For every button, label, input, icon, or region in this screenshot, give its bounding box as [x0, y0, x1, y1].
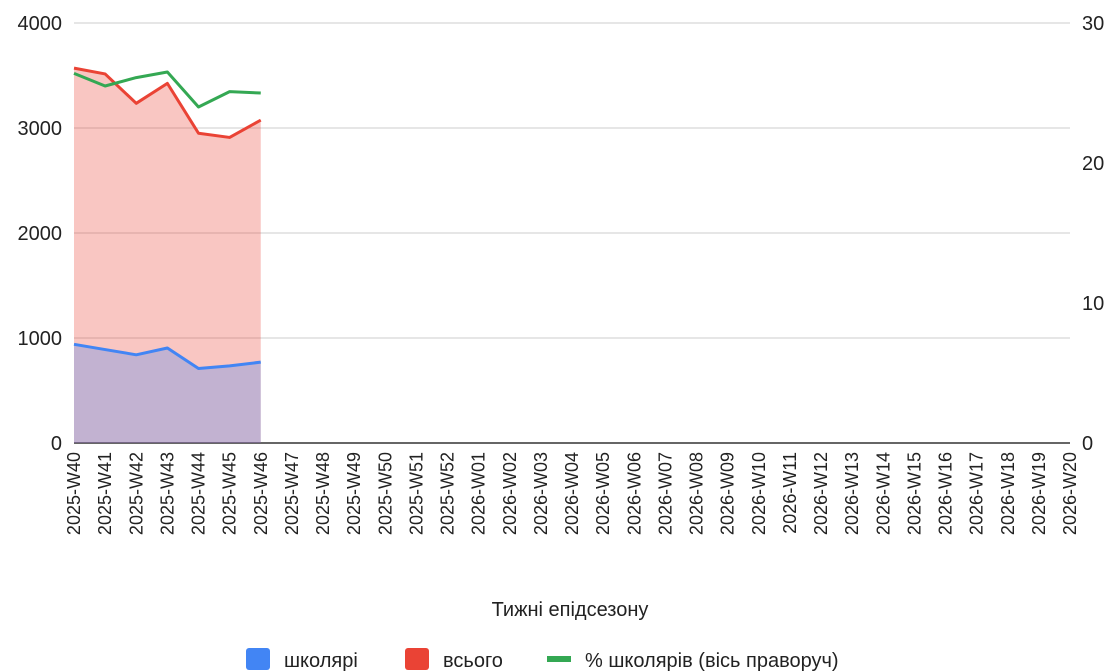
y2-tick-label: 20 [1082, 153, 1104, 175]
x-tick-label: 2025-W44 [189, 452, 209, 535]
x-tick-label: 2026-W01 [469, 452, 489, 535]
area-series [74, 68, 261, 444]
x-tick-label: 2025-W52 [438, 452, 458, 535]
x-axis-ticks: 2025-W40 2025-W41 2025-W42 2025-W43 2025-W44… [64, 452, 1080, 535]
x-tick-label: 2026-W02 [500, 452, 520, 535]
x-tick-label: 2025-W49 [344, 452, 364, 535]
x-tick-label: 2026-W16 [936, 452, 956, 535]
y-tick-label: 0 [51, 433, 62, 455]
x-tick-label: 2025-W45 [220, 452, 240, 535]
legend-label: школярі [284, 650, 358, 672]
x-tick-label: 2026-W15 [904, 452, 924, 535]
y-axis-left-ticks: 0 1000 2000 3000 4000 [18, 13, 63, 455]
gridlines [74, 22, 1070, 444]
x-tick-label: 2025-W42 [126, 452, 146, 535]
x-tick-label: 2026-W03 [531, 452, 551, 535]
x-tick-label: 2026-W04 [562, 452, 582, 535]
legend-label: % школярів (вісь праворуч) [585, 650, 839, 672]
line-series [73, 66, 262, 370]
x-tick-label: 2026-W05 [593, 452, 613, 535]
x-tick-label: 2026-W20 [1060, 452, 1080, 535]
x-tick-label: 2026-W07 [655, 452, 675, 535]
y2-tick-label: 10 [1082, 293, 1104, 315]
y2-tick-label: 0 [1082, 433, 1093, 455]
legend-swatch [246, 648, 270, 670]
legend-item: школярі [246, 648, 358, 672]
x-tick-label: 2026-W11 [780, 452, 800, 534]
x-tick-label: 2026-W13 [842, 452, 862, 535]
x-axis-title: Тижні епідсезону [492, 599, 649, 621]
series-2-line [73, 70, 261, 109]
y-axis-right-ticks: 0 10 20 30 [1082, 13, 1104, 455]
y-tick-label: 2000 [18, 223, 63, 245]
x-tick-label: 2025-W48 [313, 452, 333, 535]
series-1-line [73, 66, 262, 139]
legend-label: всього [443, 650, 503, 672]
series-1-area [74, 68, 261, 444]
x-tick-label: 2025-W40 [64, 452, 84, 535]
x-tick-label: 2025-W46 [251, 452, 271, 535]
x-tick-label: 2026-W06 [624, 452, 644, 535]
legend-swatch [405, 648, 429, 670]
legend-item: % школярів (вісь праворуч) [547, 650, 839, 672]
x-tick-label: 2026-W08 [687, 452, 707, 535]
y-tick-label: 1000 [18, 328, 63, 350]
x-tick-label: 2026-W10 [749, 452, 769, 535]
y-tick-label: 3000 [18, 118, 63, 140]
series-0-line [73, 342, 261, 370]
legend-item: всього [405, 648, 503, 672]
x-tick-label: 2025-W51 [406, 452, 426, 535]
x-tick-label: 2025-W43 [157, 452, 177, 535]
y-tick-label: 4000 [18, 13, 63, 35]
x-tick-label: 2025-W41 [95, 452, 115, 535]
x-tick-label: 2026-W09 [718, 452, 738, 535]
legend-swatch [547, 656, 571, 662]
x-tick-label: 2025-W47 [282, 452, 302, 535]
x-tick-label: 2026-W18 [998, 452, 1018, 535]
x-tick-label: 2026-W12 [811, 452, 831, 535]
x-tick-label: 2025-W50 [375, 452, 395, 535]
x-tick-label: 2026-W14 [873, 452, 893, 535]
x-tick-label: 2026-W17 [967, 452, 987, 535]
series-0-area [74, 344, 261, 443]
legend: школярі всього % школярів (вісь праворуч) [246, 648, 839, 672]
x-tick-label: 2026-W19 [1029, 452, 1049, 535]
y2-tick-label: 30 [1082, 13, 1104, 35]
